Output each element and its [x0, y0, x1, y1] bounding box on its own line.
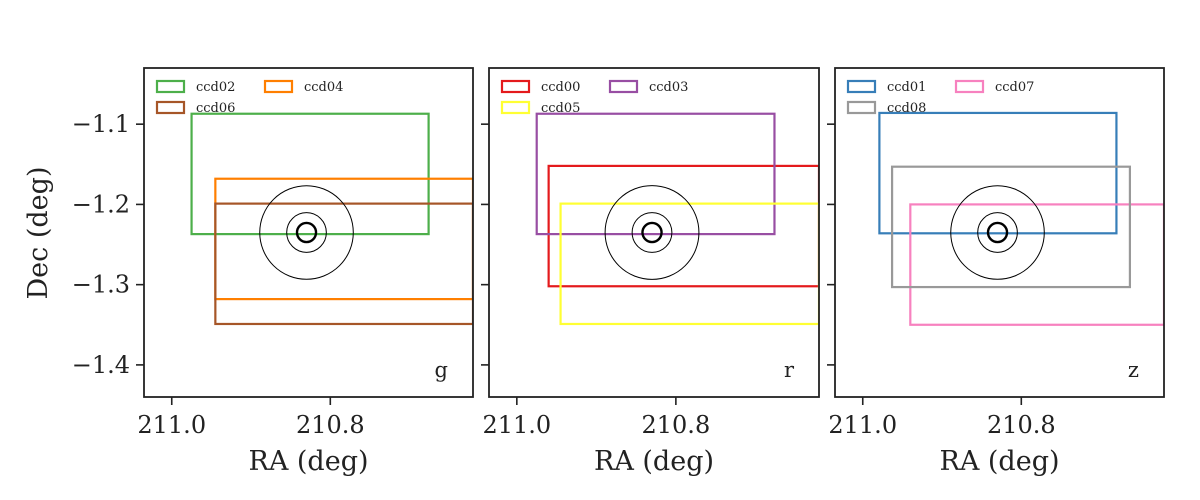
legend-entry-ccd02: ccd02	[196, 80, 235, 95]
y-tick-label: −1.3	[72, 271, 130, 299]
legend-entry-ccd08: ccd08	[887, 101, 926, 116]
band-label-g: g	[435, 358, 448, 382]
x-axis-label: RA (deg)	[939, 446, 1059, 477]
legend-entry-ccd05: ccd05	[541, 101, 580, 116]
ccd-footprint-ccd02	[190, 112, 430, 236]
x-tick-label: 210.8	[987, 411, 1056, 439]
ccd-footprint-ccd01	[878, 111, 1118, 235]
y-axis-label: Dec (deg)	[23, 167, 54, 300]
legend-entry-ccd04: ccd04	[304, 80, 343, 95]
x-tick-label: 211.0	[828, 411, 897, 439]
legend: ccd00 ccd03 ccd05	[500, 79, 688, 116]
legend-entry-ccd00: ccd00	[541, 80, 580, 95]
band-label-z: z	[1128, 358, 1139, 382]
panel-z: 211.0 210.8 RA (deg) z ccd01 ccd07 ccd08	[827, 67, 1165, 477]
y-tick-label: −1.4	[72, 351, 130, 379]
legend-swatch-ccd07	[954, 79, 985, 94]
x-tick-label: 210.8	[642, 411, 711, 439]
ccd-footprint-ccd07	[909, 203, 1164, 326]
ccd-footprint-ccd03	[535, 112, 776, 236]
ccd-footprint-ccd00	[547, 164, 819, 288]
ccd-footprint-ccd05	[559, 202, 819, 326]
target-circle-3	[604, 185, 700, 280]
legend-swatch-ccd01	[846, 79, 877, 94]
legend-swatch-ccd06	[155, 100, 186, 115]
panel-frame	[834, 67, 1165, 398]
legend-swatch-ccd04	[263, 79, 294, 94]
panel-frame	[488, 67, 820, 398]
panel-r: 211.0 210.8 RA (deg) r ccd00 ccd03 ccd05	[481, 67, 820, 477]
legend-entry-ccd07: ccd07	[995, 80, 1034, 95]
band-label-r: r	[784, 358, 795, 382]
panel-g: 211.0 210.8 −1.1 −1.2 −1.3 −1.4 RA (deg) g ccd02…	[72, 67, 474, 477]
target-circle-1	[986, 221, 1009, 244]
ccd-footprint-ccd08	[890, 165, 1132, 289]
plot-area	[878, 111, 1164, 326]
target-circle-2	[977, 212, 1018, 253]
x-tick-label: 211.0	[137, 411, 206, 439]
legend: ccd02 ccd04 ccd06	[155, 79, 343, 116]
x-axis-label: RA (deg)	[594, 446, 714, 477]
target-circle-3	[259, 185, 354, 280]
ccd-footprint-ccd04	[214, 177, 473, 301]
legend-entry-ccd01: ccd01	[887, 80, 926, 95]
x-tick-label: 211.0	[482, 411, 551, 439]
target-circle-1	[641, 221, 663, 244]
target-circle-2	[631, 212, 673, 253]
x-tick-label: 210.8	[296, 411, 365, 439]
legend: ccd01 ccd07 ccd08	[846, 79, 1034, 116]
plot-area	[190, 112, 473, 326]
y-tick-label: −1.1	[72, 110, 130, 138]
plot-area	[535, 112, 819, 326]
panel-frame	[143, 67, 474, 398]
target-circle-2	[286, 212, 327, 253]
x-axis-label: RA (deg)	[248, 446, 368, 477]
ccd-footprint-ccd06	[214, 202, 473, 326]
legend-swatch-ccd08	[846, 100, 877, 115]
legend-entry-ccd06: ccd06	[196, 101, 235, 116]
legend-swatch-ccd00	[500, 79, 531, 94]
target-circle-1	[295, 221, 318, 244]
target-circle-3	[950, 185, 1045, 280]
legend-swatch-ccd05	[500, 100, 531, 115]
legend-swatch-ccd03	[608, 79, 639, 94]
legend-entry-ccd03: ccd03	[649, 80, 688, 95]
y-tick-label: −1.2	[72, 190, 130, 218]
legend-swatch-ccd02	[155, 79, 186, 94]
